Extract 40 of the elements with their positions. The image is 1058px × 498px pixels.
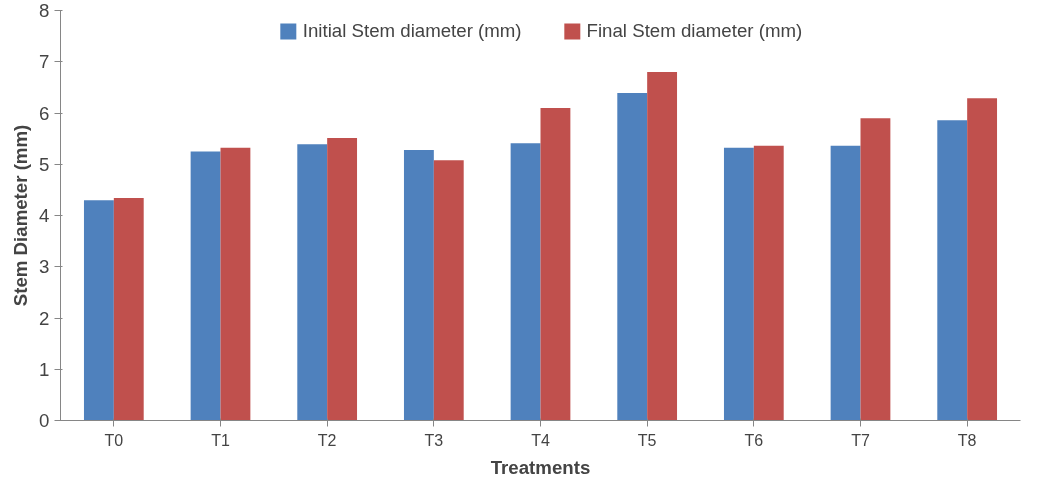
x-tick-label: T1 <box>211 431 230 449</box>
bar <box>617 93 648 421</box>
x-tick-label: T3 <box>424 431 444 449</box>
bar <box>860 118 891 421</box>
legend-label: Final Stem diameter (mm) <box>586 20 803 42</box>
y-tick-label: 7 <box>39 51 50 73</box>
bar <box>433 160 464 421</box>
y-tick-label: 5 <box>39 153 50 175</box>
bar <box>83 200 114 421</box>
bar <box>190 151 221 421</box>
x-axis-title: Treatments <box>490 456 591 478</box>
bar <box>753 145 784 421</box>
x-tick-label: T6 <box>744 431 764 449</box>
bar <box>220 147 251 421</box>
bar <box>113 198 144 421</box>
bar <box>830 145 861 421</box>
x-tick-label: T4 <box>531 431 550 449</box>
y-tick-label: 0 <box>39 410 50 431</box>
bar <box>540 107 571 421</box>
x-tick-label: T5 <box>637 431 657 449</box>
y-tick-label: 1 <box>39 358 50 380</box>
y-axis-title: Stem Diameter (mm) <box>10 124 32 307</box>
bar <box>937 120 968 421</box>
y-tick-label: 2 <box>39 307 50 329</box>
x-tick-label: T2 <box>317 431 337 449</box>
x-tick-label: T0 <box>104 431 124 449</box>
bar <box>967 98 998 421</box>
x-tick-label: T8 <box>957 431 977 449</box>
bar <box>647 72 678 421</box>
bar <box>403 149 434 421</box>
y-tick-label: 3 <box>39 256 50 278</box>
bar <box>510 143 541 421</box>
y-tick-label: 8 <box>39 0 50 21</box>
y-tick-label: 4 <box>39 205 50 226</box>
bar <box>297 144 328 421</box>
x-tick-label: T7 <box>851 431 870 449</box>
y-tick-label: 6 <box>39 102 50 124</box>
legend-label: Initial Stem diameter (mm) <box>302 20 522 42</box>
bar <box>327 138 358 421</box>
bar <box>723 147 754 421</box>
